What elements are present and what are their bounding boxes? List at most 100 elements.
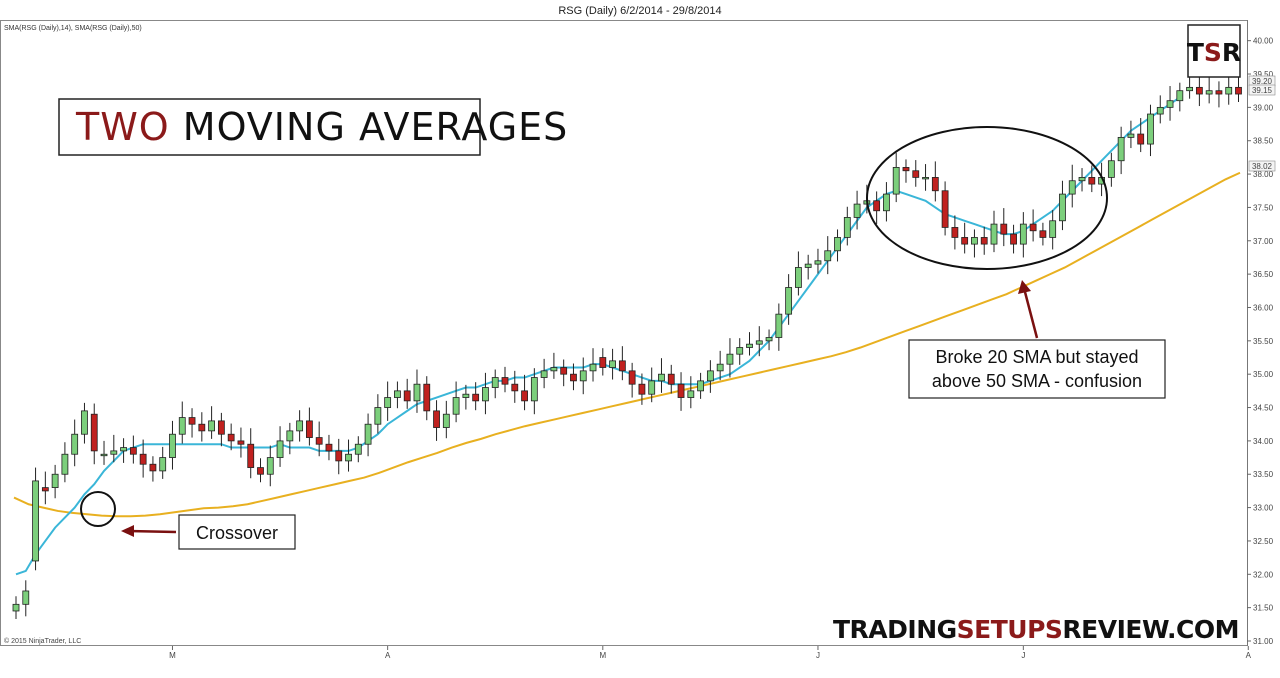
- candle: [129, 435, 137, 464]
- candle-body-up: [462, 393, 470, 398]
- candle: [413, 369, 421, 413]
- crossover-arrow-head: [121, 525, 134, 537]
- candle: [609, 348, 616, 380]
- y-tick-label: 37.50: [1253, 203, 1274, 212]
- candle-body-down: [912, 170, 920, 178]
- candle-body-up: [824, 250, 832, 262]
- candle: [1059, 180, 1066, 231]
- candle-body-up: [736, 347, 744, 355]
- candle: [22, 580, 30, 617]
- candle: [1225, 75, 1233, 105]
- candle-body-up: [540, 370, 548, 378]
- crossover-label: Crossover: [196, 523, 278, 543]
- candle: [824, 236, 832, 275]
- candle-body-down: [511, 383, 519, 392]
- candle: [795, 251, 802, 296]
- y-tick-label: 32.00: [1253, 570, 1274, 579]
- candle: [570, 363, 577, 391]
- candle-body-up: [61, 453, 69, 475]
- candle-body-up: [922, 177, 929, 180]
- candle: [1019, 212, 1027, 258]
- candle: [1049, 210, 1057, 250]
- candle-body-down: [472, 393, 480, 402]
- candle: [403, 378, 411, 409]
- candle: [364, 413, 372, 457]
- confusion-label-line1: Broke 20 SMA but stayed: [935, 347, 1138, 367]
- candle-body-down: [237, 440, 245, 445]
- candle: [726, 338, 734, 378]
- brand-part-trading: TRADING: [833, 615, 957, 644]
- brand-part-setups: SETUPS: [957, 615, 1063, 644]
- candle-body-up: [530, 377, 538, 402]
- candle: [873, 191, 881, 225]
- price-label: 39.15: [1252, 86, 1273, 95]
- candle: [178, 401, 186, 444]
- candle: [912, 160, 920, 187]
- candle: [1166, 86, 1174, 121]
- candle-body-up: [814, 260, 822, 265]
- sma-14-line: [15, 96, 1181, 576]
- candle-body-up: [286, 430, 294, 442]
- candle-body-down: [570, 373, 577, 382]
- candle-body-down: [325, 443, 333, 452]
- candle: [247, 428, 255, 479]
- crossover-label-box: [178, 514, 296, 550]
- candle-body-down: [335, 450, 343, 462]
- candle-body-up: [364, 423, 372, 445]
- candle-body-up: [1166, 100, 1174, 108]
- candle-body-up: [1156, 106, 1164, 115]
- candle-body-down: [423, 383, 431, 412]
- candle: [276, 426, 284, 467]
- candle-body-down: [247, 443, 255, 468]
- candle: [442, 400, 450, 439]
- candle: [883, 182, 890, 222]
- candle-body-down: [188, 417, 196, 425]
- candle-body-down: [902, 167, 910, 172]
- indicator-legend: SMA(RSG (Daily),14), SMA(RSG (Daily),50): [4, 25, 142, 32]
- candle-body-up: [394, 390, 401, 398]
- candle-body-up: [345, 453, 352, 462]
- confusion-label-box: [908, 339, 1166, 399]
- candles-group: [12, 72, 1242, 619]
- candle-body-up: [266, 457, 274, 475]
- candle: [110, 434, 118, 463]
- x-tick-label: M: [169, 651, 176, 660]
- candle-body-up: [12, 603, 20, 612]
- candle-body-down: [149, 463, 157, 472]
- candle: [345, 439, 352, 472]
- candle: [81, 402, 88, 444]
- y-tick-label: 38.00: [1253, 170, 1274, 179]
- candle-body-up: [374, 407, 382, 425]
- candle: [159, 446, 167, 479]
- candle: [354, 436, 362, 463]
- logo-t: T: [1187, 38, 1204, 67]
- candle: [1195, 74, 1203, 107]
- candle: [41, 471, 49, 505]
- candle-body-up: [883, 193, 890, 212]
- candle-body-up: [100, 453, 108, 457]
- candle-body-down: [1137, 133, 1145, 145]
- candle: [511, 370, 519, 403]
- candle: [120, 438, 127, 463]
- candle-body-up: [1176, 90, 1184, 102]
- candle-body-down: [1000, 223, 1008, 235]
- candle-body-down: [1039, 230, 1047, 238]
- candle-body-up: [491, 377, 499, 388]
- candle: [482, 372, 489, 415]
- candle: [765, 329, 773, 351]
- candle-body-up: [22, 590, 30, 605]
- candle: [599, 348, 607, 376]
- candle-body-down: [139, 453, 147, 465]
- candle-body-up: [609, 360, 616, 368]
- candle-body-down: [677, 383, 685, 398]
- candle-body-up: [990, 223, 998, 245]
- title-part-moving-averages: MOVING AVERAGES: [170, 105, 569, 149]
- logo-s: S: [1204, 38, 1222, 67]
- candle: [1147, 104, 1154, 157]
- candle-body-up: [51, 473, 59, 488]
- candle: [550, 352, 558, 379]
- candle-body-up: [726, 353, 734, 365]
- y-tick-label: 33.50: [1253, 470, 1274, 479]
- candle-body-down: [41, 487, 49, 492]
- candle-body-up: [804, 263, 812, 268]
